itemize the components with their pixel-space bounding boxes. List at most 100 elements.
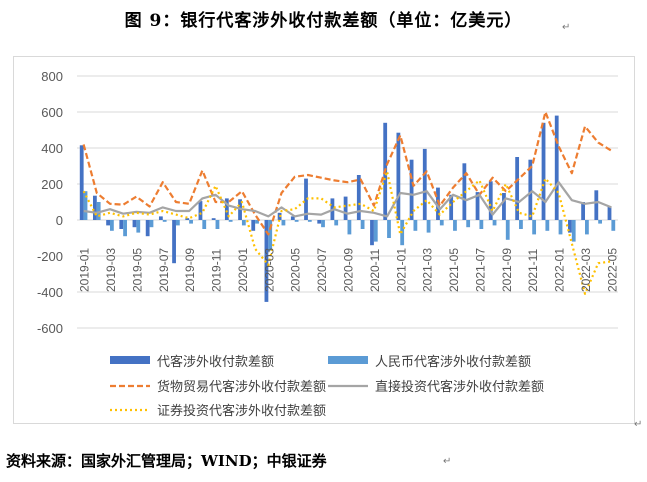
bar	[370, 220, 374, 246]
x-tick-label: 2019-11	[210, 249, 224, 292]
bar	[132, 220, 137, 228]
bar	[202, 220, 207, 229]
bar	[607, 206, 612, 220]
series-line	[82, 110, 612, 236]
y-tick-label: -200	[37, 249, 63, 264]
series-line	[83, 181, 612, 218]
bar	[185, 218, 190, 220]
y-tick-label: 400	[41, 141, 63, 156]
bar	[598, 220, 603, 224]
bar	[611, 220, 616, 231]
paragraph-mark-3: ↵	[443, 456, 452, 467]
bar	[585, 220, 589, 235]
bar	[123, 220, 127, 237]
bar	[145, 220, 150, 237]
legend-label: 人民币代客涉外收付款差额	[375, 354, 531, 369]
x-tick-label: 2020-01	[236, 248, 250, 292]
bar	[373, 220, 378, 242]
legend-label: 货物贸易代客涉外收付款差额	[157, 379, 326, 394]
x-tick-label: 2022-01	[553, 248, 567, 292]
paragraph-mark-2: ↵	[634, 419, 643, 430]
x-tick-label: 2019-01	[78, 248, 92, 292]
bar	[466, 220, 471, 228]
bar	[568, 220, 572, 233]
bar	[241, 220, 246, 226]
bar	[449, 194, 454, 220]
x-tick-label: 2021-05	[447, 248, 461, 292]
bar	[189, 220, 193, 224]
bar	[268, 220, 273, 251]
y-tick-label: 0	[56, 213, 63, 228]
y-tick-label: 600	[41, 105, 63, 120]
bar	[281, 220, 286, 226]
bar	[198, 201, 203, 220]
bar	[307, 220, 312, 222]
bar	[413, 220, 418, 231]
x-tick-label: 2021-01	[394, 248, 408, 292]
x-tick-label: 2021-07	[473, 248, 487, 292]
bar	[532, 220, 537, 235]
x-tick-label: 2021-09	[500, 248, 514, 292]
bar	[426, 220, 431, 233]
bar	[347, 220, 352, 235]
bar	[492, 220, 497, 226]
bar	[109, 220, 114, 231]
x-tick-label: 2020-03	[262, 248, 276, 292]
bar	[505, 220, 510, 240]
bar	[119, 220, 124, 229]
x-tick-label: 2020-11	[368, 249, 382, 292]
bar	[255, 220, 259, 224]
bar	[475, 192, 480, 220]
bar	[211, 218, 216, 220]
bar	[96, 202, 101, 220]
bar	[554, 115, 559, 220]
figure-title: 图 9：银行代客涉外收付款差额（单位：亿美元）	[124, 11, 523, 31]
x-tick-label: 2020-07	[315, 248, 329, 292]
bar	[439, 220, 444, 226]
bar	[251, 220, 256, 231]
bar	[479, 220, 484, 229]
bar	[158, 216, 163, 220]
bar	[453, 220, 457, 231]
bar	[528, 159, 533, 220]
bar	[175, 220, 180, 226]
chart-frame	[13, 56, 635, 424]
y-tick-label: 800	[41, 69, 63, 84]
paragraph-mark: ↵	[562, 22, 571, 33]
bar	[396, 132, 401, 220]
bar	[106, 220, 110, 226]
bar	[83, 191, 88, 220]
bar	[360, 220, 365, 229]
legend-label: 证券投资代客涉外收付款差额	[157, 403, 326, 418]
bar	[545, 220, 550, 231]
bar	[422, 148, 427, 220]
bar	[519, 220, 523, 229]
legend-swatch	[110, 356, 150, 364]
legend-label: 代客涉外收付款差额	[157, 354, 274, 369]
bar	[409, 159, 414, 220]
bar	[356, 175, 361, 220]
bar	[228, 220, 233, 222]
series-lines	[82, 110, 612, 295]
bar	[304, 178, 308, 220]
bar	[79, 145, 84, 220]
bar	[294, 220, 299, 222]
bar	[558, 220, 563, 235]
bar	[571, 220, 576, 242]
x-tick-label: 2019-09	[183, 248, 197, 292]
x-tick-label: 2022-03	[579, 248, 593, 292]
bar	[321, 220, 325, 228]
source-note: 资料来源：国家外汇管理局；WIND；中银证券	[6, 452, 327, 470]
y-tick-labels: 800 600 400 200 0 -200 -400 -600	[37, 69, 63, 336]
bar	[581, 202, 586, 220]
y-tick-label: 200	[41, 177, 63, 192]
x-tick-label: 2020-05	[289, 248, 303, 292]
gridlines	[77, 75, 618, 329]
bar	[162, 220, 167, 222]
bar	[387, 220, 391, 238]
x-tick-label: 2021-03	[421, 248, 435, 292]
x-tick-label: 2019-03	[104, 248, 118, 292]
x-tick-label: 2022-05	[605, 248, 619, 292]
legend-label: 直接投资代客涉外收付款差额	[375, 379, 544, 394]
